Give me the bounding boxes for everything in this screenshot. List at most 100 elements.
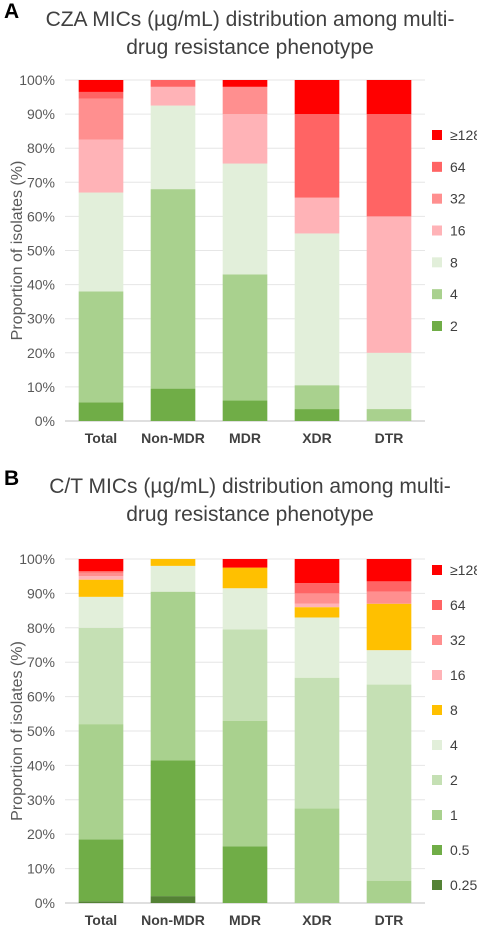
y-tick-label: 10% xyxy=(27,861,55,877)
bar-segment-xdr-mic-2 xyxy=(294,233,340,386)
y-tick-label: 50% xyxy=(27,723,55,739)
y-tick-label: 60% xyxy=(27,208,55,224)
bar-segment-total-mic-2 xyxy=(78,192,124,292)
bar-segment-xdr-mic-3 xyxy=(294,677,340,809)
legend-label: 64 xyxy=(450,159,466,175)
legend-swatch xyxy=(432,705,442,715)
y-tick-label: 70% xyxy=(27,654,55,670)
bar-segment-dtr-mic-6 xyxy=(366,80,412,115)
y-tick-label: 40% xyxy=(27,277,55,293)
bar-segment-dtr-mic-7 xyxy=(366,591,412,604)
x-category-label: Total xyxy=(85,912,117,928)
bar-segment-total-mic-6 xyxy=(78,576,124,580)
bar-segment-total-mic-3 xyxy=(78,139,124,193)
bar-segment-mdr-mic-4 xyxy=(222,86,268,115)
y-tick-label: 90% xyxy=(27,106,55,122)
legend-swatch xyxy=(432,565,442,575)
bar-segment-mdr-mic-9 xyxy=(222,559,268,568)
y-tick-label: 40% xyxy=(27,757,55,773)
legend-swatch xyxy=(432,635,442,645)
stacked-bar-chart-a: 0% 10% 20% 30% 40% 50% 60% 70% 80% 90% 100% Proport… xyxy=(9,72,477,446)
bar-segment-total-mic-0 xyxy=(78,402,124,421)
bar-segment-non-mdr-mic-1 xyxy=(150,189,196,389)
y-tick-label: 10% xyxy=(27,379,55,395)
x-category-label: DTR xyxy=(375,430,404,446)
bar-segment-total-mic-5 xyxy=(78,579,124,597)
y-tick-label: 100% xyxy=(19,551,55,567)
legend-label: 4 xyxy=(450,286,458,302)
chart-panel-a: A CZA MICs (µg/mL) distribution among mu… xyxy=(0,0,477,467)
bar-segment-total-mic-4 xyxy=(78,596,124,628)
bar-segment-xdr-mic-0 xyxy=(294,409,340,421)
panel-label-a: A xyxy=(4,0,20,23)
legend-swatch xyxy=(432,775,442,785)
bar-segment-xdr-mic-6 xyxy=(294,603,340,608)
bar-segment-non-mdr-mic-4 xyxy=(150,565,196,592)
legend-label: 1 xyxy=(450,807,458,823)
x-category-label: XDR xyxy=(302,430,332,446)
stacked-bar-chart-b: 0% 10% 20% 30% 40% 50% 60% 70% 80% 90% 100% Proport… xyxy=(9,551,477,928)
bar-segment-dtr-mic-3 xyxy=(366,684,412,881)
legend-label: ≥128 xyxy=(450,562,477,578)
legend-label: 4 xyxy=(450,737,458,753)
bar-segment-xdr-mic-8 xyxy=(294,583,340,594)
bar-segment-total-mic-1 xyxy=(78,291,124,403)
bar-segment-xdr-mic-9 xyxy=(294,559,340,584)
bar-segment-mdr-mic-3 xyxy=(222,629,268,721)
bar-segment-dtr-mic-8 xyxy=(366,581,412,592)
legend-label: 2 xyxy=(450,772,458,788)
legend-swatch xyxy=(432,845,442,855)
bar-segment-dtr-mic-9 xyxy=(366,559,412,582)
legend-label: 64 xyxy=(450,597,466,613)
bar-segment-xdr-mic-5 xyxy=(294,114,340,198)
x-category-label: MDR xyxy=(229,430,261,446)
bar-segment-dtr-mic-2 xyxy=(366,352,412,410)
legend-swatch xyxy=(432,161,442,172)
y-tick-label: 100% xyxy=(19,72,55,88)
legend-label: 0.5 xyxy=(450,842,470,858)
chart-panel-b: B C/T MICs (µg/mL) distribution among mu… xyxy=(0,467,477,935)
bar-segment-non-mdr-mic-1 xyxy=(150,760,196,897)
bar-segment-dtr-mic-4 xyxy=(366,650,412,685)
bar-segment-total-mic-4 xyxy=(78,98,124,140)
bar-segment-total-mic-3 xyxy=(78,627,124,725)
bar-segment-total-mic-7 xyxy=(78,572,124,577)
bar-segment-non-mdr-mic-2 xyxy=(150,591,196,761)
bar-segment-mdr-mic-2 xyxy=(222,163,268,275)
x-category-label: MDR xyxy=(229,912,261,928)
legend-label: 16 xyxy=(450,667,466,683)
legend-swatch xyxy=(432,740,442,750)
y-tick-label: 70% xyxy=(27,174,55,190)
x-category-label: XDR xyxy=(302,912,332,928)
bar-segment-mdr-mic-1 xyxy=(222,846,268,903)
legend-label: 2 xyxy=(450,318,458,334)
x-category-label: Non-MDR xyxy=(141,430,205,446)
y-tick-label: 80% xyxy=(27,620,55,636)
bar-segment-xdr-mic-1 xyxy=(294,385,340,410)
x-category-label: Total xyxy=(85,430,117,446)
bar-segment-total-mic-6 xyxy=(78,80,124,92)
chart-title-b: C/T MICs (µg/mL) distribution among mult… xyxy=(49,475,451,526)
bar-segment-total-mic-2 xyxy=(78,724,124,840)
bar-segment-xdr-mic-5 xyxy=(294,607,340,618)
bar-segment-dtr-mic-5 xyxy=(366,603,412,651)
bar-segment-xdr-mic-3 xyxy=(294,197,340,234)
legend-label: 32 xyxy=(450,632,466,648)
legend-label: ≥128 xyxy=(450,127,477,143)
bar-segment-mdr-mic-0 xyxy=(222,400,268,421)
bar-segment-non-mdr-mic-0 xyxy=(150,388,196,421)
panel-label-b: B xyxy=(4,467,20,490)
x-category-label: Non-MDR xyxy=(141,912,205,928)
legend-label: 0.25 xyxy=(450,877,477,893)
y-tick-label: 80% xyxy=(27,140,55,156)
legend-swatch xyxy=(432,880,442,890)
chart-title-a: CZA MICs (µg/mL) distribution among mult… xyxy=(45,8,455,59)
bar-segment-mdr-mic-2 xyxy=(222,720,268,847)
y-axis-label: Proportion of isolates (%) xyxy=(9,641,26,821)
bar-segment-non-mdr-mic-5 xyxy=(150,80,196,87)
bar-segment-total-mic-9 xyxy=(78,559,124,572)
legend-swatch xyxy=(432,670,442,680)
bar-segment-total-mic-0 xyxy=(78,901,124,903)
bar-segment-dtr-mic-2 xyxy=(366,880,412,903)
bar-segment-xdr-mic-6 xyxy=(294,80,340,115)
